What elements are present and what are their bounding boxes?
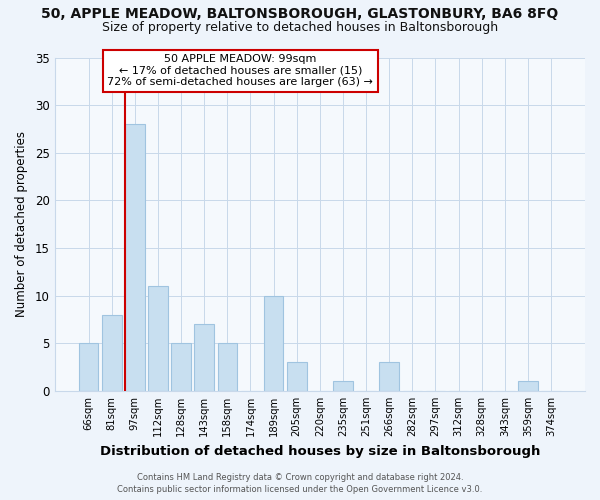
Bar bbox=[171, 344, 191, 391]
Y-axis label: Number of detached properties: Number of detached properties bbox=[15, 131, 28, 317]
Bar bbox=[125, 124, 145, 391]
Bar bbox=[264, 296, 283, 391]
Text: Size of property relative to detached houses in Baltonsborough: Size of property relative to detached ho… bbox=[102, 21, 498, 34]
Text: 50 APPLE MEADOW: 99sqm
← 17% of detached houses are smaller (15)
72% of semi-det: 50 APPLE MEADOW: 99sqm ← 17% of detached… bbox=[107, 54, 373, 88]
Bar bbox=[102, 314, 122, 391]
Bar bbox=[148, 286, 168, 391]
Bar bbox=[379, 362, 399, 391]
Bar bbox=[79, 344, 98, 391]
Text: 50, APPLE MEADOW, BALTONSBOROUGH, GLASTONBURY, BA6 8FQ: 50, APPLE MEADOW, BALTONSBOROUGH, GLASTO… bbox=[41, 8, 559, 22]
Bar bbox=[194, 324, 214, 391]
Bar bbox=[287, 362, 307, 391]
X-axis label: Distribution of detached houses by size in Baltonsborough: Distribution of detached houses by size … bbox=[100, 444, 540, 458]
Bar bbox=[333, 382, 353, 391]
Bar bbox=[218, 344, 237, 391]
Text: Contains HM Land Registry data © Crown copyright and database right 2024.
Contai: Contains HM Land Registry data © Crown c… bbox=[118, 472, 482, 494]
Bar bbox=[518, 382, 538, 391]
